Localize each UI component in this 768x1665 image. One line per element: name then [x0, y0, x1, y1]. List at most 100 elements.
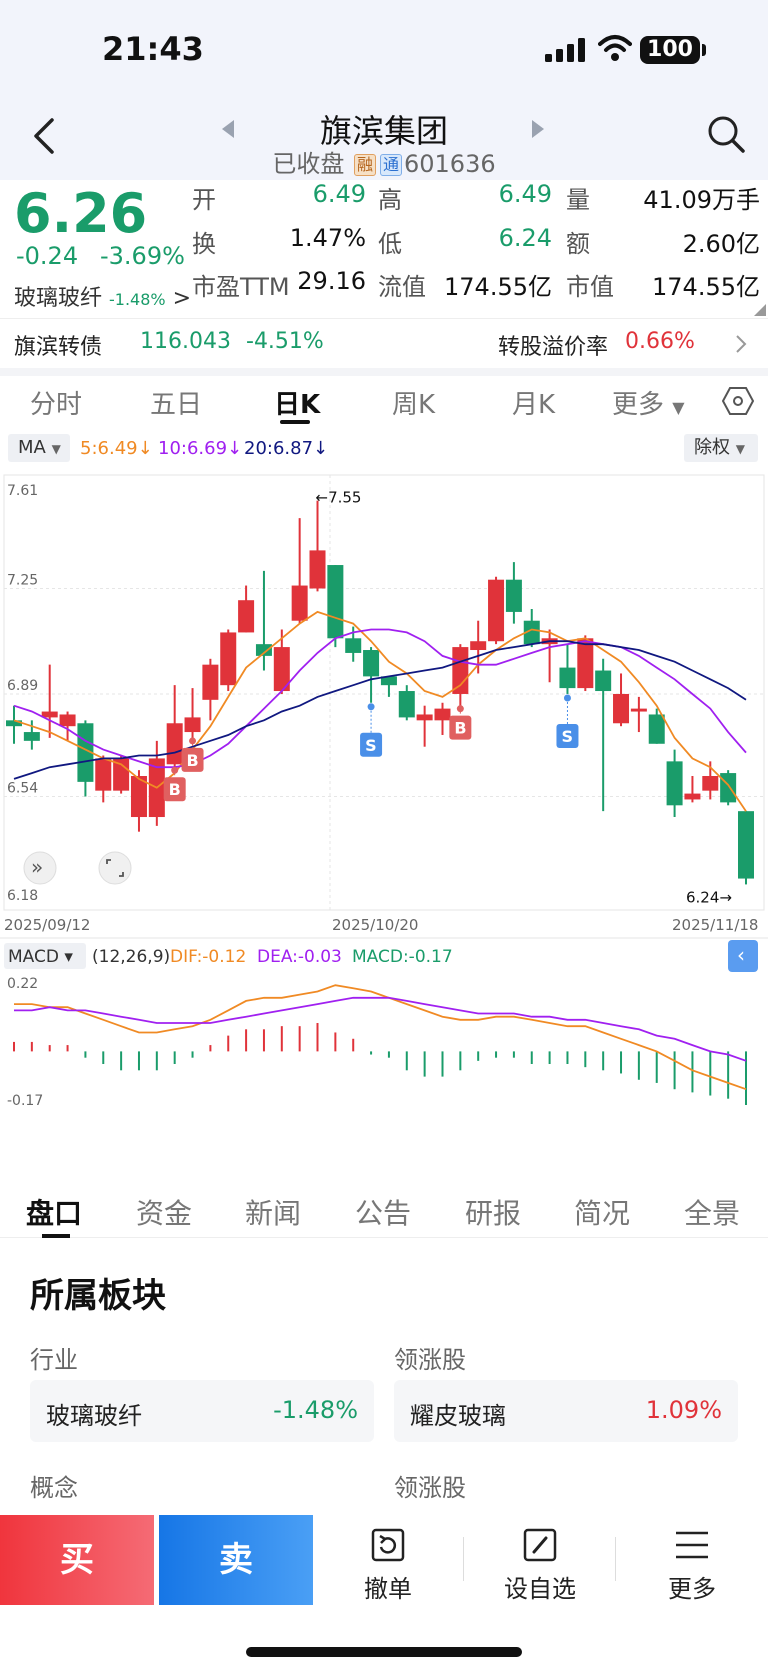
tab-monthly-k[interactable]: 月K — [512, 390, 556, 420]
ma-legend: MA ▼ 5:6.49↓ 10:6.69↓ 20:6.87↓ 除权 ▼ — [0, 432, 768, 468]
buy-button[interactable]: 买 — [0, 1515, 154, 1605]
quote-value: 174.55亿 — [444, 273, 552, 301]
candle-body — [380, 676, 397, 686]
prev-stock-icon[interactable] — [222, 120, 234, 138]
leader-card-pct: 1.09% — [645, 1396, 722, 1424]
detail-tabs: 盘口 资金 新闻 公告 研报 简况 全景 — [0, 1180, 768, 1238]
dropdown-icon: ▼ — [51, 442, 61, 456]
sell-signal-label: S — [561, 727, 573, 746]
signal-dot — [189, 737, 197, 745]
industry-pct: -1.48% — [109, 290, 166, 309]
home-indicator — [246, 1647, 522, 1657]
battery-icon: 100 — [640, 36, 700, 64]
status-time: 21:43 — [102, 30, 204, 68]
y-tick-label: 7.25 — [7, 572, 38, 588]
buy-signal-badge — [163, 777, 186, 802]
forward-glyph: » — [31, 855, 43, 879]
quote-value: 6.49 — [498, 180, 552, 208]
tab-weekly-k[interactable]: 周K — [392, 390, 436, 420]
tab-profile[interactable]: 简况 — [574, 1197, 631, 1230]
sector-title: 所属板块 — [30, 1276, 166, 1316]
signal-dot — [171, 766, 179, 774]
candle-body — [666, 761, 683, 806]
tab-announcements[interactable]: 公告 — [355, 1197, 412, 1230]
leader-card[interactable]: 耀皮玻璃 1.09% — [394, 1380, 738, 1442]
wifi-icon — [598, 35, 632, 61]
candle-body — [363, 650, 380, 677]
industry-link[interactable]: 玻璃玻纤 -1.48% > — [14, 286, 192, 311]
buy-signal-label: B — [454, 719, 466, 738]
candle-body — [523, 620, 540, 645]
candle-body — [470, 641, 487, 651]
cancel-order-icon — [371, 1528, 405, 1562]
candle-body — [130, 776, 147, 818]
menu-icon — [676, 1531, 708, 1559]
adjust-selector[interactable]: 除权 ▼ — [684, 434, 758, 462]
tab-panorama[interactable]: 全景 — [684, 1197, 741, 1230]
add-watchlist-button[interactable]: 设自选 — [465, 1515, 615, 1605]
settings-hex-icon[interactable] — [722, 386, 754, 416]
tab-more-label: 更多 — [612, 390, 665, 420]
market-status: 已收盘 — [272, 150, 345, 178]
cancel-order-button[interactable]: 撤单 — [313, 1515, 463, 1605]
tab-five-day[interactable]: 五日 — [150, 390, 203, 420]
quote-value: 174.55亿 — [652, 273, 760, 301]
back-chevron-icon[interactable] — [30, 116, 56, 156]
kline-tabs: 分时 五日 日K 周K 月K 更多 ▼ — [0, 376, 768, 426]
candle-body — [488, 579, 505, 642]
candle-body — [738, 811, 754, 879]
candle-body — [505, 579, 522, 612]
candle-body — [452, 647, 469, 694]
more-label: 更多 — [668, 1575, 716, 1603]
bottom-action-bar: 买 卖 撤单 设自选 更多 — [0, 1515, 768, 1665]
ma-selector[interactable]: MA ▼ — [8, 434, 70, 462]
ma20-value: 20:6.87↓ — [244, 438, 329, 459]
candle-body — [23, 732, 40, 741]
ma10-value: 10:6.69↓ — [158, 438, 243, 459]
sell-button[interactable]: 卖 — [159, 1515, 313, 1605]
leader-label-2: 领涨股 — [394, 1474, 466, 1502]
quote-label: 高 — [378, 186, 402, 214]
sell-signal-badge — [556, 723, 579, 748]
search-icon[interactable] — [706, 114, 746, 154]
tab-research[interactable]: 研报 — [465, 1197, 522, 1230]
fullscreen-icon — [98, 851, 132, 885]
ma5-text: 5:6.49 — [80, 438, 138, 459]
candle-body — [238, 600, 255, 633]
forward-icon — [23, 851, 57, 885]
tab-capital[interactable]: 资金 — [136, 1197, 193, 1230]
expand-corner-icon[interactable] — [754, 304, 766, 316]
ma10-line — [13, 628, 747, 769]
quote-label: 低 — [378, 230, 402, 258]
candle-body — [630, 708, 647, 712]
dropdown-icon: ▼ — [672, 398, 685, 417]
macd-selector — [4, 943, 86, 969]
quote-value: 41.09万手 — [643, 186, 760, 214]
macd-y-tick: 0.22 — [7, 976, 38, 992]
quote-label: 市盈TTM — [192, 273, 290, 301]
tab-more[interactable]: 更多 ▼ — [612, 384, 685, 421]
more-button[interactable]: 更多 — [617, 1515, 767, 1605]
status-bar: 21:43 100 — [0, 0, 768, 100]
candle-body — [202, 664, 219, 700]
tab-daily-k[interactable]: 日K — [274, 390, 321, 420]
candle-body — [59, 714, 76, 727]
y-tick-label: 6.18 — [7, 888, 38, 904]
convertible-bond-row[interactable]: 旗滨转债 116.043 -4.51% 转股溢价率 0.66% — [0, 318, 768, 368]
next-stock-icon[interactable] — [532, 120, 544, 138]
tab-underline — [42, 1234, 70, 1238]
tab-news[interactable]: 新闻 — [245, 1197, 302, 1230]
tab-intraday[interactable]: 分时 — [30, 390, 83, 420]
edit-icon — [523, 1528, 557, 1562]
quote-value: 6.24 — [498, 224, 552, 252]
bond-name: 旗滨转债 — [14, 335, 103, 360]
y-tick-label: 6.89 — [7, 678, 38, 694]
y-tick-label: 6.54 — [7, 781, 38, 797]
collapse-glyph: ‹ — [737, 943, 745, 967]
tab-order-book[interactable]: 盘口 — [26, 1197, 83, 1230]
candle-body — [684, 793, 701, 800]
buy-signal-badge — [181, 747, 204, 772]
industry-card[interactable]: 玻璃玻纤 -1.48% — [30, 1380, 374, 1442]
signal-dot — [456, 705, 464, 713]
